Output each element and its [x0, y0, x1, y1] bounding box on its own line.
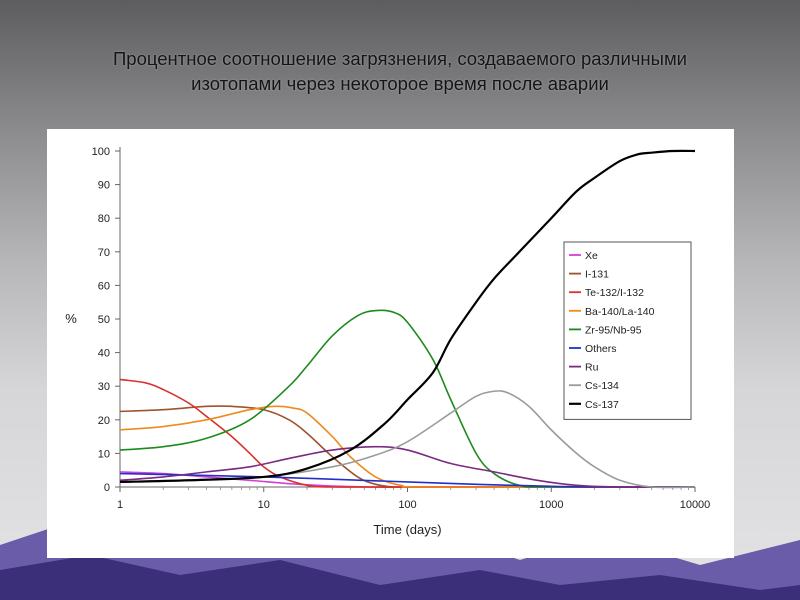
y-tick-label: 70 [98, 247, 110, 259]
y-tick-label: 20 [98, 415, 110, 427]
y-tick-label: 0 [104, 482, 110, 494]
y-axis-title: % [65, 311, 77, 326]
x-tick-label: 100 [398, 499, 416, 511]
x-tick-label: 10000 [680, 499, 711, 511]
y-tick-label: 80 [98, 213, 110, 225]
series-line-ba-140-la-140 [119, 405, 696, 488]
legend-label: Ba-140/La-140 [585, 306, 655, 318]
legend-label: Xe [585, 250, 598, 262]
series-line-te-132-i-132 [119, 378, 695, 488]
legend-label: Zr-95/Nb-95 [585, 324, 642, 336]
y-tick-label: 100 [92, 146, 110, 158]
y-tick-label: 10 [98, 448, 110, 460]
legend-label: Te-132/I-132 [585, 287, 644, 299]
y-tick-label: 60 [98, 280, 110, 292]
series-line-zr-95-nb-95 [119, 309, 696, 488]
x-axis-title: Time (days) [373, 522, 441, 537]
x-tick-label: 1000 [539, 499, 563, 511]
legend-label: I-131 [585, 269, 609, 281]
series-line-ru [119, 445, 696, 488]
legend-box [563, 241, 692, 420]
x-tick-label: 1 [117, 499, 123, 511]
chart-panel: 0 10 20 30 40 50 60 70 80 90 100 1 10 100 1000 10000 Tim… [47, 129, 734, 558]
series-line-cs-137 [119, 149, 696, 484]
y-tick-label: 90 [98, 180, 110, 192]
y-tick-label: 30 [98, 381, 110, 393]
x-tick-label: 10 [258, 499, 270, 511]
legend-label: Cs-134 [585, 380, 619, 392]
slide-title-line-2: изотопами через некоторое время после ав… [191, 73, 609, 94]
slide-title: Процентное соотношение загрязнения, созд… [30, 46, 770, 96]
slide-title-line-1: Процентное соотношение загрязнения, созд… [113, 48, 687, 69]
y-tick-label: 40 [98, 348, 110, 360]
series-line-cs-134 [119, 390, 696, 489]
legend-label: Others [585, 343, 617, 355]
legend-label: Ru [585, 362, 599, 374]
y-tick-label: 50 [98, 314, 110, 326]
legend-label: Cs-137 [585, 399, 619, 411]
